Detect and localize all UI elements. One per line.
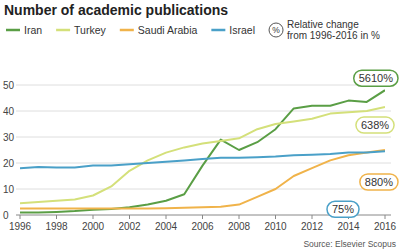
grid-line bbox=[16, 137, 391, 138]
legend-label: Turkey bbox=[74, 24, 106, 36]
x-tick-label: 1998 bbox=[45, 221, 68, 232]
chart: Number of academic publications Iran Turke… bbox=[0, 0, 400, 250]
x-tick-label: 2000 bbox=[82, 221, 105, 232]
legend-label: Iran bbox=[24, 24, 42, 36]
change-label: 75% bbox=[332, 203, 354, 215]
x-tick-label: 2002 bbox=[118, 221, 141, 232]
grid-line bbox=[16, 189, 391, 190]
legend-swatch bbox=[56, 29, 70, 32]
change-label-box bbox=[356, 117, 394, 133]
legend-swatch bbox=[120, 29, 134, 32]
grid-line bbox=[16, 111, 391, 112]
change-label: 638% bbox=[361, 119, 389, 131]
title: Number of academic publications bbox=[4, 2, 228, 18]
legend-swatch bbox=[211, 29, 225, 32]
x-tick bbox=[166, 215, 167, 219]
series-line bbox=[20, 150, 385, 209]
x-tick bbox=[385, 215, 386, 219]
x-tick bbox=[93, 215, 94, 219]
series-line bbox=[20, 151, 385, 168]
x-tick-label: 2008 bbox=[228, 221, 251, 232]
x-tick-label: 1996 bbox=[9, 221, 32, 232]
grid-line bbox=[16, 85, 391, 86]
x-tick bbox=[129, 215, 130, 219]
y-tick-label: 20 bbox=[3, 158, 15, 169]
x-tick bbox=[239, 215, 240, 219]
change-label: 5610% bbox=[359, 72, 393, 84]
plot-area bbox=[20, 90, 385, 212]
x-tick bbox=[275, 215, 276, 219]
note-text: Relative changefrom 1996-2016 in % bbox=[287, 19, 380, 41]
x-tick bbox=[312, 215, 313, 219]
series-line bbox=[20, 90, 385, 212]
x-tick-label: 2016 bbox=[374, 221, 397, 232]
change-label-box bbox=[354, 70, 398, 86]
x-tick-label: 2004 bbox=[155, 221, 178, 232]
legend-label: Israel bbox=[229, 24, 255, 36]
change-label-box bbox=[360, 174, 398, 190]
source: Source: Elsevier Scopus bbox=[303, 239, 396, 249]
x-tick bbox=[202, 215, 203, 219]
y-tick-label: 30 bbox=[3, 132, 15, 143]
series-line bbox=[20, 107, 385, 203]
legend-swatch bbox=[6, 29, 20, 32]
x-tick-label: 2014 bbox=[337, 221, 360, 232]
change-label-box bbox=[327, 201, 359, 217]
x-tick-label: 2006 bbox=[191, 221, 214, 232]
y-tick-label: 10 bbox=[3, 184, 15, 195]
x-tick bbox=[20, 215, 21, 219]
x-tick-label: 2010 bbox=[264, 221, 287, 232]
y-tick-label: 50 bbox=[3, 80, 15, 91]
legend-label: Saudi Arabia bbox=[138, 24, 198, 36]
note-symbol: % bbox=[272, 25, 280, 35]
change-label: 880% bbox=[365, 176, 393, 188]
note-symbol-circle bbox=[269, 23, 283, 37]
y-tick-label: 0 bbox=[3, 210, 9, 221]
x-tick-label: 2012 bbox=[301, 221, 324, 232]
x-tick bbox=[56, 215, 57, 219]
y-tick-label: 40 bbox=[3, 106, 15, 117]
